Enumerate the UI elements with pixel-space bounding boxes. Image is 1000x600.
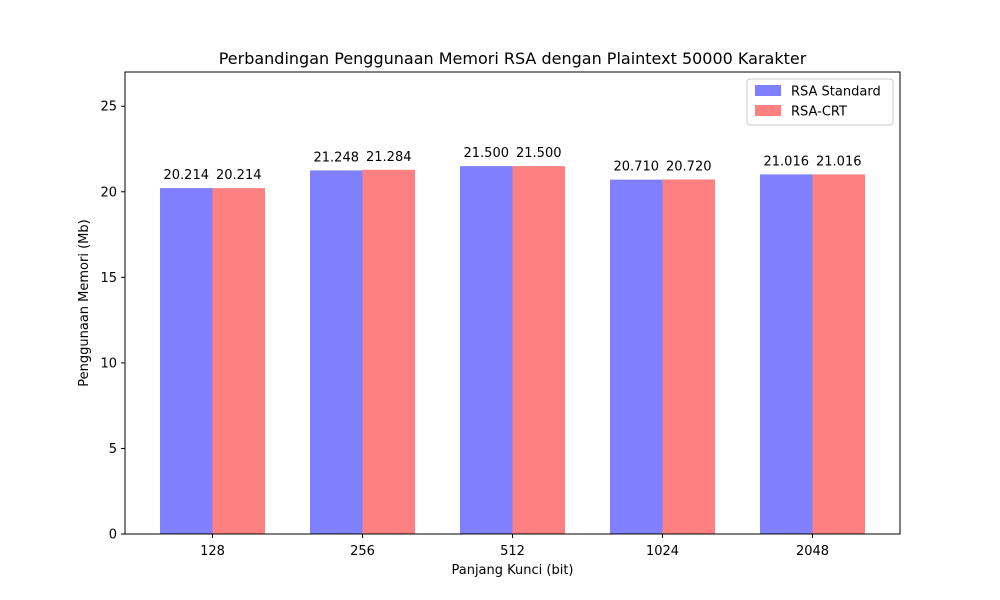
bar-value-labels: 20.214 20.214 21.248 21.284 21.500 21.500 20.7… bbox=[164, 146, 862, 183]
x-tick-label-2048: 2048 bbox=[796, 544, 829, 559]
bar-value-label-rsa-standard-512: 21.500 bbox=[464, 146, 510, 161]
y-axis-ticks: 0 5 10 15 20 25 bbox=[100, 100, 125, 543]
y-tick-label-10: 10 bbox=[100, 356, 117, 371]
bar-rsa-standard-2048 bbox=[760, 174, 813, 534]
bar-value-label-rsa-standard-2048: 21.016 bbox=[764, 154, 810, 169]
bar-value-label-rsa-standard-1024: 20.710 bbox=[614, 160, 660, 175]
bar-rsa-standard-128 bbox=[160, 188, 213, 534]
bar-rsa-standard-256 bbox=[310, 170, 363, 535]
y-tick-label-0: 0 bbox=[109, 528, 117, 543]
x-tick-label-1024: 1024 bbox=[646, 544, 679, 559]
bar-value-label-rsa-standard-128: 20.214 bbox=[164, 168, 210, 183]
bars-layer bbox=[160, 166, 865, 535]
bar-value-label-rsa-crt-512: 21.500 bbox=[516, 146, 562, 161]
bar-rsa-crt-1024 bbox=[662, 179, 715, 535]
y-tick-label-15: 15 bbox=[100, 271, 117, 286]
x-tick-label-512: 512 bbox=[500, 544, 525, 559]
bar-rsa-crt-128 bbox=[212, 188, 265, 534]
x-tick-label-256: 256 bbox=[350, 544, 375, 559]
legend-swatch-rsa-standard bbox=[755, 85, 781, 96]
legend-swatch-rsa-crt bbox=[755, 105, 781, 116]
bar-rsa-crt-256 bbox=[362, 169, 415, 534]
chart-title: Perbandingan Penggunaan Memori RSA denga… bbox=[219, 49, 807, 68]
bar-value-label-rsa-standard-256: 21.248 bbox=[314, 150, 360, 165]
legend-frame bbox=[746, 78, 894, 126]
y-axis-label: Penggunaan Memori (Mb) bbox=[77, 219, 92, 386]
bar-rsa-standard-1024 bbox=[610, 179, 663, 534]
x-axis-label: Panjang Kunci (bit) bbox=[451, 563, 573, 578]
bar-value-label-rsa-crt-256: 21.284 bbox=[366, 150, 412, 165]
y-tick-label-20: 20 bbox=[100, 185, 117, 200]
legend-label-rsa-standard: RSA Standard bbox=[791, 85, 881, 100]
bar-value-label-rsa-crt-128: 20.214 bbox=[216, 168, 262, 183]
bar-rsa-crt-2048 bbox=[812, 174, 865, 534]
legend: RSA Standard RSA-CRT bbox=[746, 78, 894, 126]
x-tick-label-128: 128 bbox=[200, 544, 225, 559]
y-tick-label-5: 5 bbox=[109, 442, 117, 457]
bar-value-label-rsa-crt-2048: 21.016 bbox=[816, 154, 862, 169]
bar-rsa-crt-512 bbox=[512, 166, 565, 534]
x-axis-ticks: 128 256 512 1024 2048 bbox=[200, 534, 829, 559]
bar-rsa-standard-512 bbox=[460, 166, 513, 534]
bar-value-label-rsa-crt-1024: 20.720 bbox=[666, 159, 712, 174]
y-tick-label-25: 25 bbox=[100, 100, 117, 115]
legend-label-rsa-crt: RSA-CRT bbox=[791, 105, 847, 120]
plot-frame bbox=[124, 71, 901, 535]
